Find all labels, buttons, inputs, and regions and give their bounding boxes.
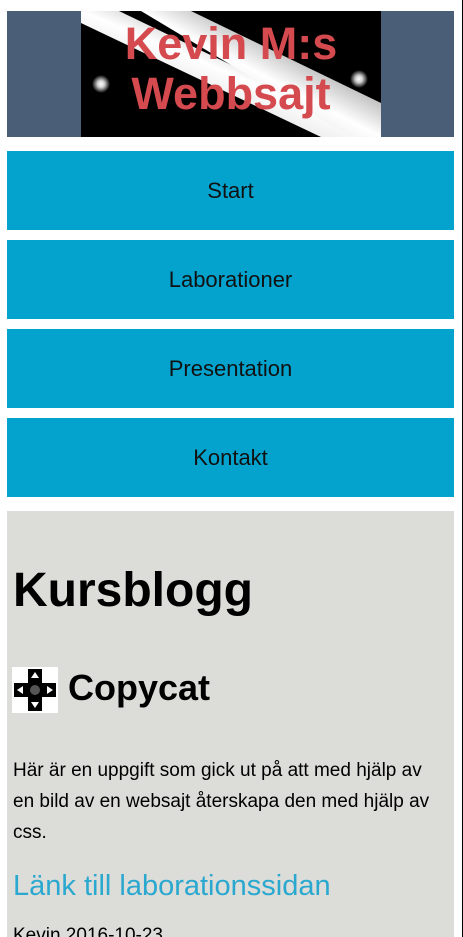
page-title: Kursblogg xyxy=(13,563,253,619)
post-meta: Kevin 2016-10-23 xyxy=(13,923,163,937)
header-banner: Kevin M:s Webbsajt xyxy=(7,11,454,137)
nav-item-presentation[interactable]: Presentation xyxy=(7,329,454,408)
dpad-icon xyxy=(12,667,58,713)
site-logo[interactable]: Kevin M:s Webbsajt xyxy=(81,11,381,137)
post-title: Copycat xyxy=(68,663,210,713)
nav-item-kontakt[interactable]: Kontakt xyxy=(7,418,454,497)
main-content: Kursblogg Copycat Här är en uppgift som … xyxy=(7,511,454,937)
lab-page-link[interactable]: Länk till laborationssidan xyxy=(13,866,331,906)
nav-item-start[interactable]: Start xyxy=(7,151,454,230)
nav-item-laborationer[interactable]: Laborationer xyxy=(7,240,454,319)
post-body: Här är en uppgift som gick ut på att med… xyxy=(13,755,443,848)
logo-text: Kevin M:s Webbsajt xyxy=(81,19,381,119)
